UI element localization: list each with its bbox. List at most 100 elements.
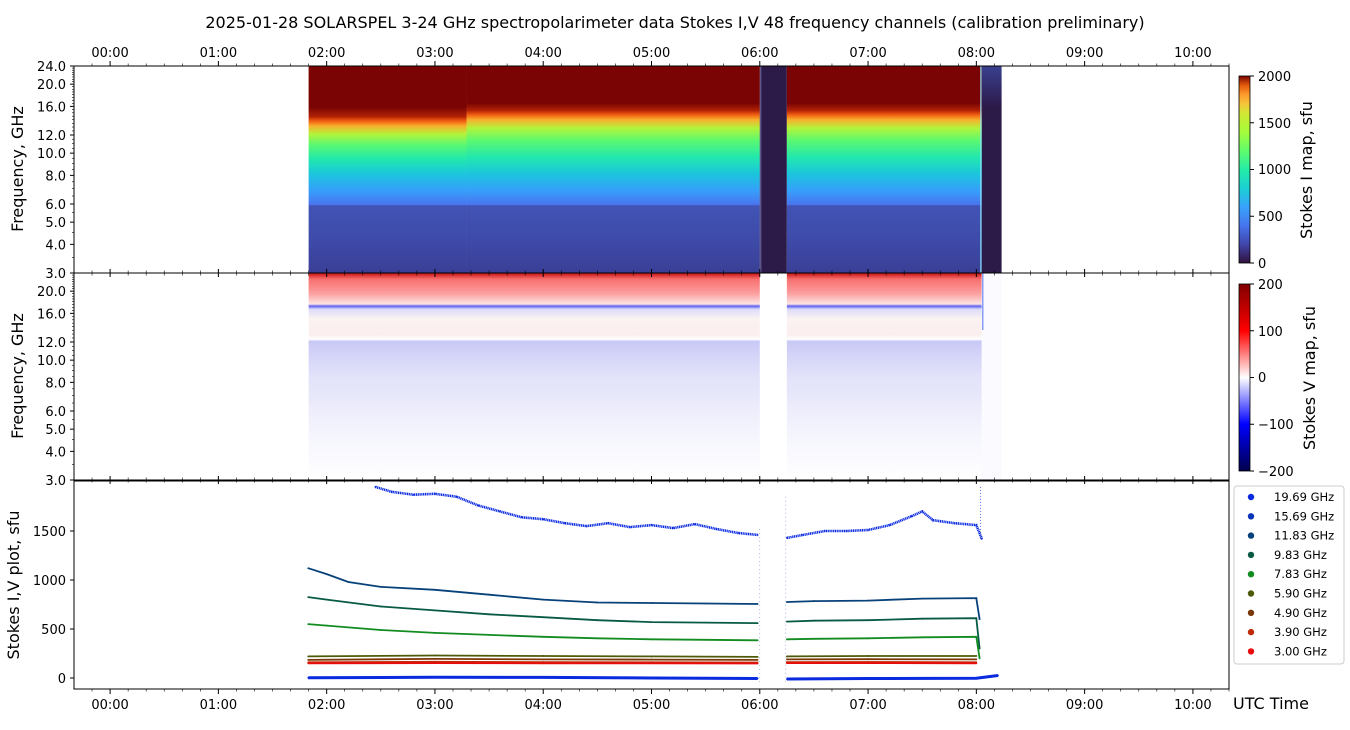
data-point xyxy=(921,511,923,513)
data-point xyxy=(488,613,490,615)
freq-tick-label: 8.0 xyxy=(45,376,66,391)
data-point xyxy=(651,524,653,526)
time-tick-label-top: 00:00 xyxy=(91,46,128,61)
freq-tick-label: 16.0 xyxy=(37,100,66,115)
data-point xyxy=(737,532,739,534)
data-point xyxy=(867,600,869,602)
stokes-i-segment xyxy=(787,66,982,273)
data-point xyxy=(412,494,414,496)
data-point xyxy=(813,638,815,640)
data-point xyxy=(975,658,977,660)
data-point xyxy=(434,676,436,678)
data-point xyxy=(542,616,544,618)
data-point xyxy=(786,621,788,623)
data-point xyxy=(846,530,848,532)
time-tick-label-top: 06:00 xyxy=(741,46,778,61)
stokes-plot-panel: 1500 1000 500 0 Stokes I,V plot, sfu 19.… xyxy=(4,481,1344,689)
data-point xyxy=(434,493,436,495)
data-point xyxy=(629,526,631,528)
data-point xyxy=(586,525,588,527)
data-point xyxy=(326,573,328,575)
data-point xyxy=(564,522,566,524)
data-point xyxy=(705,622,707,624)
stokes-v-segment xyxy=(787,273,982,480)
plot-y-tick-label: 0 xyxy=(58,672,66,687)
legend-label: 5.90 GHz xyxy=(1274,587,1327,601)
data-point xyxy=(867,637,869,639)
data-point xyxy=(391,491,393,493)
freq-tick-label: 5.0 xyxy=(45,216,66,231)
plot-y-tick-label: 500 xyxy=(41,623,66,638)
data-point xyxy=(824,530,826,532)
stokes-i-y-ticks: 24.020.016.012.010.08.06.05.04.03.0 xyxy=(37,60,74,282)
data-point xyxy=(380,606,382,608)
stokes-i-cbar-tick: 2000 xyxy=(1258,70,1291,85)
data-point xyxy=(651,621,653,623)
data-point xyxy=(867,662,869,664)
stokes-i-gap xyxy=(760,66,787,273)
data-point xyxy=(307,596,309,598)
legend-marker xyxy=(1248,513,1254,519)
data-point xyxy=(307,656,309,658)
time-tick-label-top: 03:00 xyxy=(416,46,453,61)
data-point xyxy=(786,537,788,539)
data-point xyxy=(786,658,788,660)
data-point xyxy=(456,496,458,498)
data-point xyxy=(867,619,869,621)
data-point xyxy=(542,655,544,657)
legend-marker xyxy=(1248,610,1254,616)
data-point xyxy=(477,505,479,507)
freq-tick-label: 4.0 xyxy=(45,238,66,253)
data-point xyxy=(521,516,523,518)
data-point xyxy=(651,659,653,661)
stokes-i-cbar-tick: 1000 xyxy=(1258,163,1291,178)
stokes-i-cbar-tick: 1500 xyxy=(1258,117,1291,132)
data-point xyxy=(434,662,436,664)
series-line xyxy=(308,659,976,660)
data-point xyxy=(716,528,718,530)
freq-tick-label: 16.0 xyxy=(37,307,66,322)
data-point xyxy=(921,598,923,600)
stokes-i-heatmap xyxy=(309,66,1002,273)
data-point xyxy=(975,662,977,664)
stokes-i-gap xyxy=(982,66,1002,273)
data-point xyxy=(651,662,653,664)
stokes-plot-area xyxy=(74,481,1229,689)
time-tick-label-bottom: 00:00 xyxy=(91,698,128,713)
data-point xyxy=(975,597,977,599)
legend-marker xyxy=(1248,552,1254,558)
time-tick-label-top: 08:00 xyxy=(958,46,995,61)
data-point xyxy=(921,618,923,620)
data-point xyxy=(757,663,759,665)
freq-tick-label: 12.0 xyxy=(37,336,66,351)
data-point xyxy=(307,623,309,625)
time-tick-label-bottom: 05:00 xyxy=(633,698,670,713)
data-point xyxy=(651,677,653,679)
data-point xyxy=(867,529,869,531)
freq-tick-label: 24.0 xyxy=(37,60,66,75)
stokes-v-cbar-tick: 100 xyxy=(1258,325,1283,340)
stokes-i-colorbar xyxy=(1239,76,1250,263)
data-point xyxy=(651,656,653,658)
time-tick-label-bottom: 09:00 xyxy=(1066,698,1103,713)
data-point xyxy=(975,636,977,638)
data-point xyxy=(607,522,609,524)
data-point xyxy=(307,677,309,679)
data-point xyxy=(542,518,544,520)
data-point xyxy=(347,581,349,583)
legend-label: 11.83 GHz xyxy=(1274,529,1334,543)
data-point xyxy=(434,632,436,634)
data-point xyxy=(997,675,999,677)
x-axis-label: UTC Time xyxy=(1233,694,1309,713)
time-tick-label-top: 09:00 xyxy=(1066,46,1103,61)
stokes-v-ylabel: Frequency, GHz xyxy=(8,313,27,439)
legend-label: 3.00 GHz xyxy=(1274,644,1327,658)
data-point xyxy=(434,609,436,611)
data-point xyxy=(757,534,759,536)
stokes-v-cbar-tick: 0 xyxy=(1258,371,1266,386)
legend-label: 15.69 GHz xyxy=(1274,509,1334,523)
stokes-v-colorbar-ticks: 200 100 0 −100 −200 xyxy=(1250,278,1294,480)
data-point xyxy=(651,602,653,604)
data-point xyxy=(786,656,788,658)
